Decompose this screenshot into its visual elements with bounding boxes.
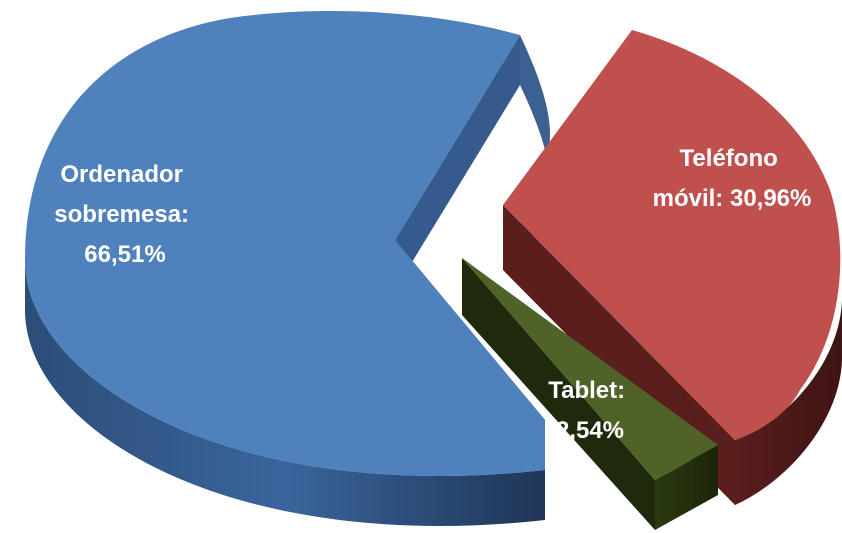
label-tablet-line-1: Tablet: xyxy=(548,377,625,404)
label-ordenador-line-2: sobremesa: xyxy=(54,201,189,228)
slice-top-tablet xyxy=(462,258,718,480)
slice-rim-telefono xyxy=(735,300,842,505)
slice-top-ordenador xyxy=(25,11,545,476)
slice-wall-ordenador xyxy=(395,35,520,290)
label-telefono-line-1: Teléfono xyxy=(680,145,778,172)
pie-slice-tablet xyxy=(462,258,718,530)
label-telefono: Teléfono móvil: 30,96% xyxy=(653,145,812,212)
pie-slice-ordenador-sobremesa xyxy=(25,11,550,526)
slice-top-telefono xyxy=(503,30,841,440)
label-ordenador: Ordenador sobremesa: 66,51% xyxy=(54,161,195,268)
label-tablet: Tablet: 2,54% xyxy=(548,377,632,444)
slice-rim-tablet xyxy=(655,445,718,530)
label-telefono-line-2: móvil: 30,96% xyxy=(653,185,812,212)
label-ordenador-line-3: 66,51% xyxy=(84,241,165,268)
slice-rim-ordenador xyxy=(25,260,545,526)
label-ordenador-line-1: Ordenador xyxy=(60,161,183,188)
slice-wall-tablet xyxy=(462,258,655,530)
label-tablet-line-2: 2,54% xyxy=(556,417,624,444)
